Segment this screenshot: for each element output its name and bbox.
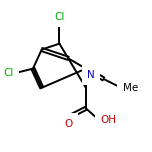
Text: N: N	[87, 70, 95, 80]
Text: OH: OH	[101, 115, 117, 125]
Text: O: O	[64, 119, 72, 129]
Text: Cl: Cl	[54, 12, 65, 22]
Text: Me: Me	[123, 83, 138, 93]
Text: Cl: Cl	[3, 68, 14, 78]
